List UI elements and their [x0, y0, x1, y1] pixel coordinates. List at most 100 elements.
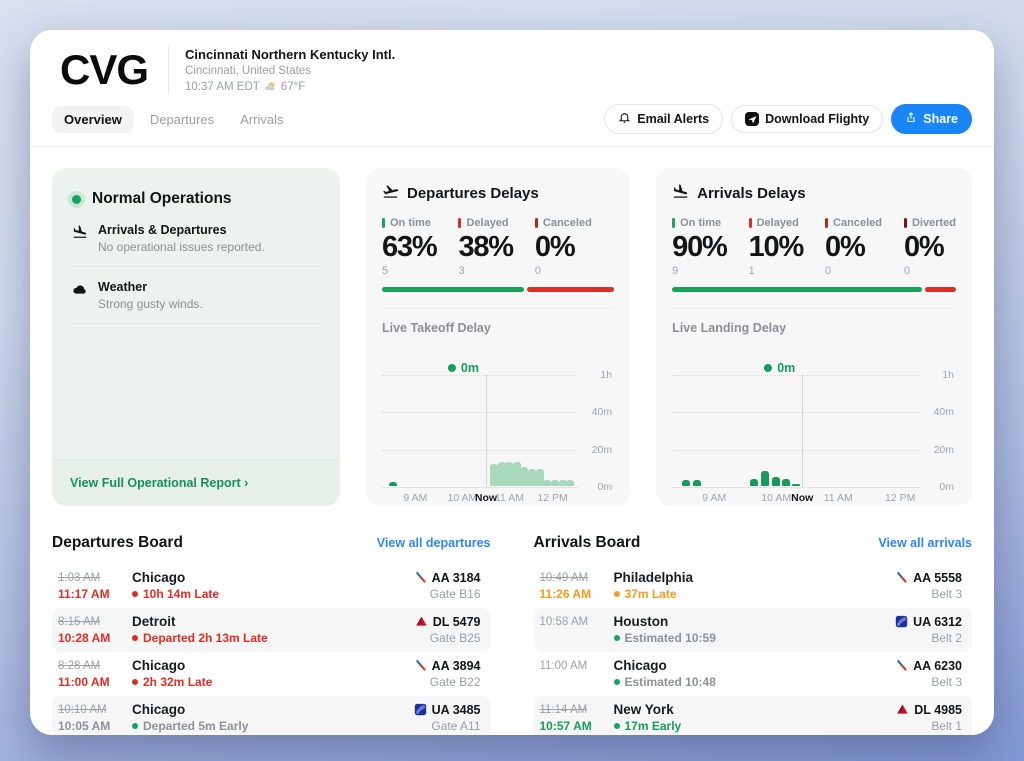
email-alerts-button[interactable]: Email Alerts: [604, 104, 724, 134]
progress-segment: [672, 287, 923, 292]
operations-report-footer: View Full Operational Report ›: [52, 459, 340, 506]
flight-row[interactable]: 1:03 AM Chicago AA 3184 11:17 AM 10h 14m Lat…: [52, 564, 491, 608]
airport-location: Cincinnati, United States: [185, 65, 311, 77]
delay-stat: Delayed 10% 1: [748, 217, 804, 277]
stat-tick-icon: [672, 218, 676, 228]
tab-overview[interactable]: Overview: [52, 105, 134, 133]
departures-delays-title: Departures Delays: [382, 183, 614, 204]
delay-stat-label: On time: [672, 217, 726, 229]
flight-row[interactable]: 10:58 AM Houston UA 6312 Estimated 10:59 Bel…: [533, 608, 972, 652]
gate-or-belt: Belt 2: [931, 631, 962, 645]
ua-airline-icon: [414, 703, 427, 716]
landing-delay-chart-label: Live Landing Delay: [672, 308, 956, 335]
gate-or-belt: Gate B25: [429, 631, 481, 645]
delay-bar: [791, 484, 800, 486]
flight-number: AA 3894: [414, 659, 481, 673]
departures-rows: 1:03 AM Chicago AA 3184 11:17 AM 10h 14m Lat…: [52, 564, 491, 735]
airport-code: CVG: [60, 46, 149, 93]
delay-stat: On time 90% 9: [672, 217, 728, 277]
status-text: 10h 14m Late: [143, 587, 220, 601]
destination-city: Chicago: [132, 702, 186, 717]
airport-name: Cincinnati Northern Kentucky Intl.: [185, 47, 396, 62]
flight-status: 10h 14m Late: [132, 587, 406, 601]
flight-number: AA 3184: [414, 571, 481, 585]
flight-status: Departed 5m Early: [132, 719, 406, 733]
y-axis-label: 0m: [597, 481, 613, 493]
tab-arrivals[interactable]: Arrivals: [230, 106, 293, 133]
view-all-departures-link[interactable]: View all departures: [376, 536, 491, 550]
dl-airline-icon: [896, 703, 909, 716]
arrivals-rows: 10:49 AM Philadelphia AA 5558 11:26 AM 37m L…: [533, 564, 973, 735]
stat-label-text: Delayed: [466, 217, 509, 229]
chevron-right-icon: ›: [244, 476, 249, 490]
operations-section-title: Arrivals & Departures: [98, 223, 227, 237]
gridline: [382, 487, 579, 488]
share-button[interactable]: Share: [891, 104, 972, 134]
delay-stat-label: On time: [382, 217, 436, 229]
operations-status-card: Normal Operations Arrivals & Departures N…: [52, 168, 340, 506]
flight-number-text: UA 3485: [431, 702, 481, 717]
delay-bar: [558, 480, 567, 486]
delay-stat: Delayed 38% 3: [458, 217, 514, 277]
y-axis-label: 40m: [591, 406, 613, 419]
delay-bar: [760, 471, 769, 486]
flight-row[interactable]: 8:28 AM Chicago AA 3894 11:00 AM 2h 32m Late…: [52, 652, 491, 696]
flight-number-text: DL 5479: [432, 614, 481, 629]
scheduled-time: 11:14 AM: [539, 703, 588, 716]
flight-number: AA 6230: [895, 659, 962, 673]
plane-takeoff-icon: [382, 183, 399, 204]
ua-airline-icon: [895, 615, 908, 628]
flight-number-text: AA 6230: [913, 658, 962, 673]
arrivals-delays-title: Arrivals Delays: [672, 183, 956, 204]
stat-count: 1: [748, 265, 755, 277]
download-flighty-label: Download Flighty: [765, 112, 870, 126]
delay-bar: [566, 480, 575, 486]
current-delay-badge: 0m: [764, 361, 795, 375]
operations-section: Weather Strong gusty winds.: [70, 267, 322, 324]
view-full-report-link[interactable]: View Full Operational Report ›: [70, 476, 249, 490]
download-flighty-button[interactable]: Download Flighty: [731, 105, 884, 133]
flight-row[interactable]: 11:00 AM Chicago AA 6230 Estimated 10:48 Bel…: [534, 652, 973, 696]
chart-plot: 1h 40m 20m 0m 0m: [672, 361, 954, 493]
operations-status-title: Normal Operations: [72, 190, 322, 208]
scheduled-time: 11:00 AM: [539, 659, 588, 672]
share-label: Share: [923, 112, 958, 126]
stat-count: 0: [903, 265, 911, 277]
delay-bar: [693, 480, 702, 486]
arrivals-board-header: Arrivals Board View all arrivals: [534, 534, 973, 552]
stat-tick-icon: [903, 218, 907, 228]
stat-label-text: Canceled: [833, 217, 882, 229]
stat-tick-icon: [748, 218, 752, 228]
flight-row[interactable]: 11:14 AM New York DL 4985 10:57 AM 17m Early…: [533, 696, 972, 735]
departures-board: Departures Board View all departures 1:0…: [52, 534, 491, 735]
view-all-arrivals-link[interactable]: View all arrivals: [878, 536, 972, 550]
flight-row[interactable]: 8:15 AM Detroit DL 5479 10:28 AM Departed 2h…: [52, 608, 491, 652]
flight-number-text: DL 4985: [914, 702, 962, 717]
delay-stat: Canceled 0% 0: [825, 217, 882, 277]
status-text: Departed 2h 13m Late: [143, 631, 268, 645]
stat-label-text: On time: [390, 217, 431, 229]
status-text: 2h 32m Late: [143, 675, 213, 689]
actual-time: 11:17 AM: [58, 587, 110, 601]
y-axis-label: 20m: [933, 443, 954, 456]
flight-status: Estimated 10:48: [613, 675, 888, 689]
flight-row[interactable]: 10:10 AM Chicago UA 3485 10:05 AM Departed 5…: [52, 696, 491, 735]
nav-divider: [30, 146, 994, 147]
email-alerts-label: Email Alerts: [637, 112, 710, 126]
stat-tick-icon: [382, 218, 385, 228]
status-text: Estimated 10:48: [624, 675, 716, 689]
arrivals-board-title: Arrivals Board: [533, 534, 641, 551]
flight-row[interactable]: 10:49 AM Philadelphia AA 5558 11:26 AM 37m L…: [534, 564, 973, 608]
stat-tick-icon: [534, 218, 538, 228]
aa-airline-icon: [895, 571, 908, 584]
flight-boards: Departures Board View all departures 1:0…: [52, 534, 972, 735]
flight-status: 2h 32m Late: [132, 675, 406, 689]
tab-departures[interactable]: Departures: [140, 106, 224, 133]
operations-section-text: Arrivals & Departures No operational issu…: [98, 223, 322, 254]
operations-section-title: Weather: [98, 280, 148, 294]
delay-stat-label: Diverted: [903, 217, 956, 229]
stat-label-text: Diverted: [911, 217, 956, 229]
delay-stat: Canceled 0% 0: [534, 217, 592, 277]
actual-time: 11:26 AM: [539, 587, 592, 601]
status-dot-icon: [613, 591, 620, 597]
